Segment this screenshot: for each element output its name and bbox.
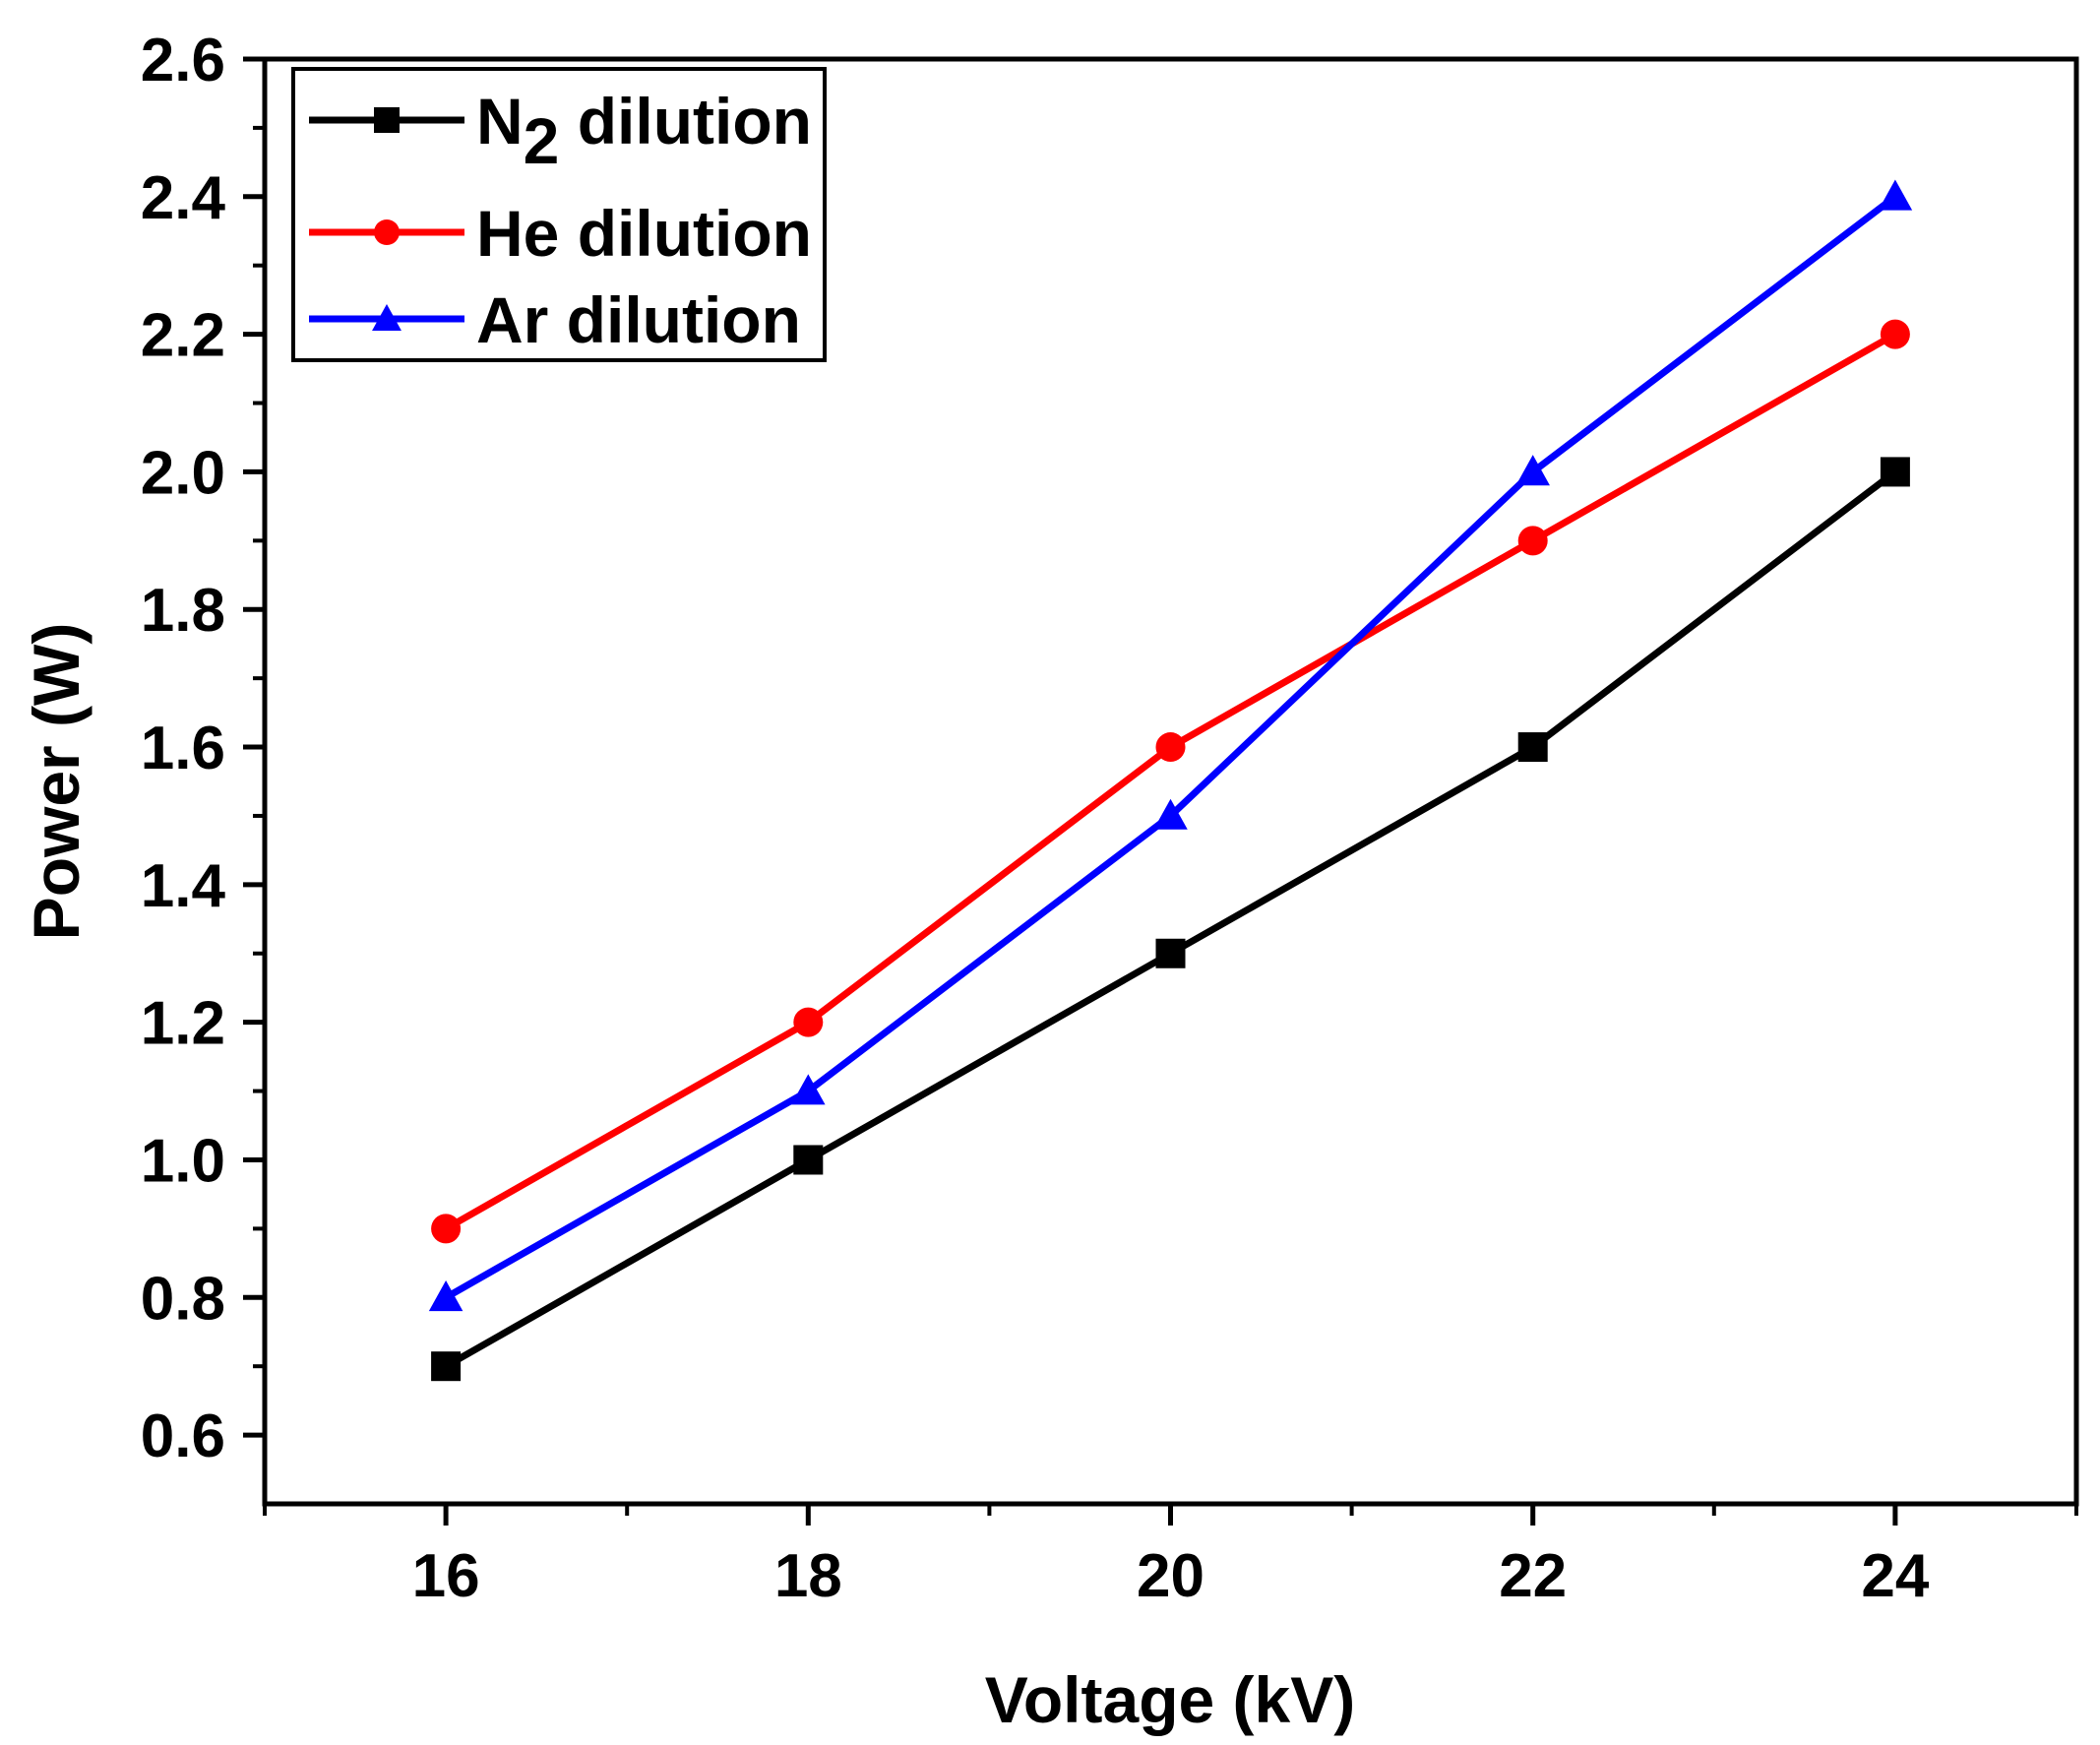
x-tick-label: 24 [1861,1542,1929,1610]
y-tick-label: 1.0 [141,1127,225,1195]
data-point-he-dilution [1155,732,1186,763]
y-tick-label: 2.2 [141,302,225,370]
data-point-he-dilution [431,1214,462,1244]
y-tick-label: 2.6 [141,27,225,94]
x-tick-label: 16 [412,1542,480,1610]
data-point-ar-dilution [428,1280,463,1312]
data-point-n2-dilution [431,1351,462,1382]
data-point-n2-dilution [1517,732,1548,763]
data-point-n2-dilution [1155,938,1186,968]
data-point-he-dilution [1517,526,1548,556]
y-tick-label: 1.4 [141,852,226,920]
legend: N2 dilution He dilution Ar dilution [291,67,827,362]
data-point-ar-dilution [791,1074,826,1105]
data-point-ar-dilution [1878,179,1913,211]
data-point-n2-dilution [793,1145,824,1175]
x-axis-title: Voltage (kV) [985,1663,1356,1736]
y-tick-label: 1.8 [141,577,225,645]
data-point-n2-dilution [1880,457,1910,487]
legend-label-he-dilution: He dilution [476,197,812,270]
x-tick-label: 22 [1499,1542,1567,1610]
x-tick-label: 20 [1137,1542,1204,1610]
legend-marker-he-dilution [374,219,400,245]
y-tick-label: 0.8 [141,1265,225,1333]
legend-marker-n2-dilution [374,107,400,133]
legend-label-ar-dilution: Ar dilution [476,283,801,356]
y-tick-label: 1.2 [141,990,225,1058]
y-tick-label: 1.6 [141,715,225,782]
y-tick-label: 2.0 [141,439,225,507]
data-point-he-dilution [793,1007,824,1037]
y-tick-label: 2.4 [141,164,226,232]
x-tick-label: 18 [774,1542,842,1610]
data-point-ar-dilution [1515,455,1550,486]
data-point-he-dilution [1880,319,1910,349]
series-line-n2-dilution [444,468,1898,1370]
series-line-he-dilution [444,331,1897,1232]
legend-marker-ar-dilution [372,304,401,331]
data-point-ar-dilution [1153,798,1188,830]
legend-label-n2-dilution: N2 dilution [476,85,812,177]
y-tick-label: 0.6 [141,1402,225,1470]
y-axis-title: Power (W) [20,623,93,941]
